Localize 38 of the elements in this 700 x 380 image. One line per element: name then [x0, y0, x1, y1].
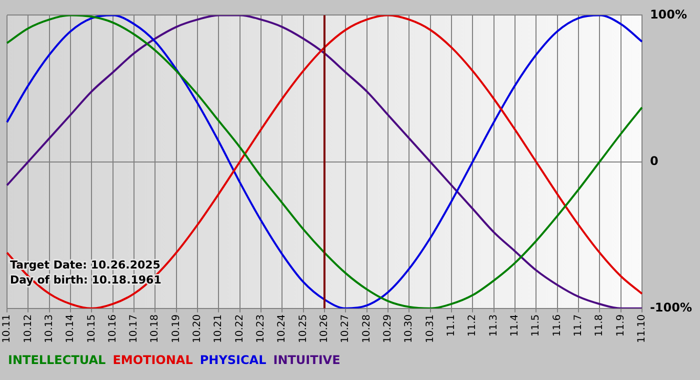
x-tick-label: 10.12	[22, 314, 34, 344]
x-tick-label: 10.25	[298, 314, 309, 344]
x-tick-label: 10.20	[192, 314, 204, 344]
x-tick-label: 10.23	[256, 314, 267, 344]
text: PHYSICAL	[200, 353, 266, 367]
x-tick-label: 10.19	[170, 314, 182, 344]
x-tick-label: 10.16	[107, 314, 118, 344]
x-tick-label: 10.15	[86, 314, 98, 344]
x-tick-label: 10.24	[276, 314, 288, 344]
x-tick-label: 10.27	[340, 314, 352, 344]
x-tick-label: 10.29	[382, 314, 394, 344]
text: INTELLECTUAL	[8, 353, 106, 367]
text: EMOTIONAL	[112, 353, 193, 367]
x-tick-label: 10.11	[2, 314, 13, 344]
x-tick-label: 11.6	[552, 314, 563, 337]
x-tick-label: 10.18	[150, 314, 161, 344]
x-tick-label: 11.7	[573, 314, 584, 337]
x-tick-label: 11.8	[594, 314, 606, 337]
x-tick-label: 10.30	[404, 314, 415, 344]
x-tick-label: 11.4	[510, 314, 521, 337]
x-tick-label: 11.10	[636, 314, 648, 344]
x-tick-label: 10.28	[361, 314, 372, 344]
x-tick-label: 11.1	[446, 314, 458, 337]
x-tick-label: 11.5	[530, 314, 542, 337]
x-tick-label: 10.31	[424, 314, 436, 344]
text: INTUITIVE	[273, 353, 340, 367]
y-tick-label: -100%	[650, 300, 692, 314]
x-tick-label: 10.14	[65, 314, 76, 344]
x-tick-label: 10.26	[319, 314, 330, 344]
y-tick-label: 0	[650, 154, 658, 168]
x-tick-label: 10.13	[44, 314, 55, 344]
x-tick-label: 10.22	[234, 314, 246, 344]
x-tick-label: 10.21	[213, 314, 224, 344]
x-tick-label: 10.17	[128, 314, 140, 344]
x-tick-label: 11.9	[615, 314, 626, 337]
x-tick-label: 11.3	[488, 314, 500, 337]
x-tick-label: 11.2	[467, 314, 478, 337]
y-tick-label: 100%	[650, 7, 688, 22]
